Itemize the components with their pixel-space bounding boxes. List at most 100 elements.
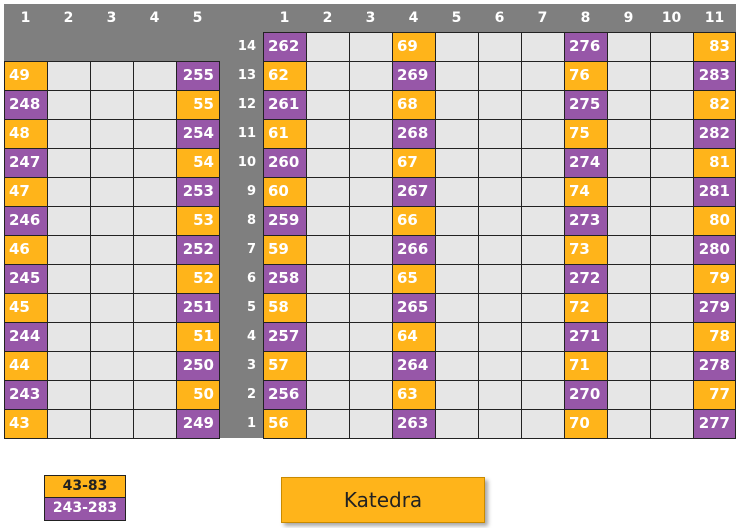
empty-seat[interactable] bbox=[435, 293, 479, 323]
empty-seat[interactable] bbox=[133, 148, 177, 178]
empty-seat[interactable] bbox=[521, 380, 565, 410]
seat[interactable]: 45 bbox=[4, 293, 48, 323]
seat[interactable]: 259 bbox=[263, 206, 307, 236]
empty-seat[interactable] bbox=[90, 235, 134, 265]
empty-seat[interactable] bbox=[90, 148, 134, 178]
empty-seat[interactable] bbox=[47, 351, 91, 381]
seat[interactable]: 270 bbox=[564, 380, 608, 410]
empty-seat[interactable] bbox=[478, 293, 522, 323]
seat[interactable]: 245 bbox=[4, 264, 48, 294]
seat[interactable]: 244 bbox=[4, 322, 48, 352]
empty-seat[interactable] bbox=[607, 32, 651, 62]
empty-seat[interactable] bbox=[521, 61, 565, 91]
empty-seat[interactable] bbox=[90, 264, 134, 294]
empty-seat[interactable] bbox=[306, 264, 350, 294]
empty-seat[interactable] bbox=[47, 235, 91, 265]
seat[interactable]: 253 bbox=[176, 177, 220, 207]
empty-seat[interactable] bbox=[478, 235, 522, 265]
empty-seat[interactable] bbox=[349, 119, 393, 149]
seat[interactable]: 78 bbox=[693, 322, 736, 352]
empty-seat[interactable] bbox=[650, 293, 694, 323]
empty-seat[interactable] bbox=[306, 293, 350, 323]
seat[interactable]: 66 bbox=[392, 206, 436, 236]
empty-seat[interactable] bbox=[133, 351, 177, 381]
seat[interactable]: 255 bbox=[176, 61, 220, 91]
empty-seat[interactable] bbox=[349, 90, 393, 120]
empty-seat[interactable] bbox=[349, 177, 393, 207]
empty-seat[interactable] bbox=[478, 409, 522, 439]
seat[interactable]: 250 bbox=[176, 351, 220, 381]
seat[interactable]: 69 bbox=[392, 32, 436, 62]
seat[interactable]: 83 bbox=[693, 32, 736, 62]
empty-seat[interactable] bbox=[435, 235, 479, 265]
empty-seat[interactable] bbox=[349, 235, 393, 265]
empty-seat[interactable] bbox=[349, 351, 393, 381]
empty-seat[interactable] bbox=[650, 90, 694, 120]
empty-seat[interactable] bbox=[133, 90, 177, 120]
empty-seat[interactable] bbox=[521, 206, 565, 236]
seat[interactable]: 272 bbox=[564, 264, 608, 294]
seat[interactable]: 81 bbox=[693, 148, 736, 178]
empty-seat[interactable] bbox=[435, 148, 479, 178]
empty-seat[interactable] bbox=[90, 61, 134, 91]
empty-seat[interactable] bbox=[90, 293, 134, 323]
empty-seat[interactable] bbox=[521, 351, 565, 381]
seat[interactable]: 82 bbox=[693, 90, 736, 120]
seat[interactable]: 263 bbox=[392, 409, 436, 439]
empty-seat[interactable] bbox=[521, 90, 565, 120]
empty-seat[interactable] bbox=[133, 61, 177, 91]
seat[interactable]: 261 bbox=[263, 90, 307, 120]
empty-seat[interactable] bbox=[650, 235, 694, 265]
empty-seat[interactable] bbox=[650, 351, 694, 381]
empty-seat[interactable] bbox=[521, 409, 565, 439]
empty-seat[interactable] bbox=[478, 351, 522, 381]
seat[interactable]: 44 bbox=[4, 351, 48, 381]
seat[interactable]: 265 bbox=[392, 293, 436, 323]
empty-seat[interactable] bbox=[306, 148, 350, 178]
empty-seat[interactable] bbox=[47, 409, 91, 439]
seat[interactable]: 59 bbox=[263, 235, 307, 265]
seat[interactable]: 283 bbox=[693, 61, 736, 91]
empty-seat[interactable] bbox=[90, 322, 134, 352]
empty-seat[interactable] bbox=[607, 322, 651, 352]
empty-seat[interactable] bbox=[306, 380, 350, 410]
empty-seat[interactable] bbox=[306, 409, 350, 439]
seat[interactable]: 71 bbox=[564, 351, 608, 381]
seat[interactable]: 63 bbox=[392, 380, 436, 410]
empty-seat[interactable] bbox=[607, 264, 651, 294]
seat[interactable]: 67 bbox=[392, 148, 436, 178]
empty-seat[interactable] bbox=[47, 61, 91, 91]
empty-seat[interactable] bbox=[650, 32, 694, 62]
empty-seat[interactable] bbox=[521, 177, 565, 207]
empty-seat[interactable] bbox=[478, 119, 522, 149]
empty-seat[interactable] bbox=[349, 264, 393, 294]
seat[interactable]: 58 bbox=[263, 293, 307, 323]
empty-seat[interactable] bbox=[607, 380, 651, 410]
seat[interactable]: 54 bbox=[176, 148, 220, 178]
seat[interactable]: 258 bbox=[263, 264, 307, 294]
empty-seat[interactable] bbox=[478, 61, 522, 91]
empty-seat[interactable] bbox=[607, 409, 651, 439]
empty-seat[interactable] bbox=[47, 148, 91, 178]
empty-seat[interactable] bbox=[435, 409, 479, 439]
seat[interactable]: 73 bbox=[564, 235, 608, 265]
empty-seat[interactable] bbox=[435, 380, 479, 410]
empty-seat[interactable] bbox=[306, 90, 350, 120]
empty-seat[interactable] bbox=[47, 90, 91, 120]
empty-seat[interactable] bbox=[435, 32, 479, 62]
seat[interactable]: 268 bbox=[392, 119, 436, 149]
seat[interactable]: 271 bbox=[564, 322, 608, 352]
seat[interactable]: 246 bbox=[4, 206, 48, 236]
empty-seat[interactable] bbox=[435, 322, 479, 352]
seat[interactable]: 47 bbox=[4, 177, 48, 207]
empty-seat[interactable] bbox=[521, 322, 565, 352]
seat[interactable]: 266 bbox=[392, 235, 436, 265]
empty-seat[interactable] bbox=[607, 293, 651, 323]
empty-seat[interactable] bbox=[306, 206, 350, 236]
seat[interactable]: 251 bbox=[176, 293, 220, 323]
empty-seat[interactable] bbox=[133, 293, 177, 323]
empty-seat[interactable] bbox=[607, 90, 651, 120]
empty-seat[interactable] bbox=[478, 32, 522, 62]
empty-seat[interactable] bbox=[133, 322, 177, 352]
seat[interactable]: 74 bbox=[564, 177, 608, 207]
